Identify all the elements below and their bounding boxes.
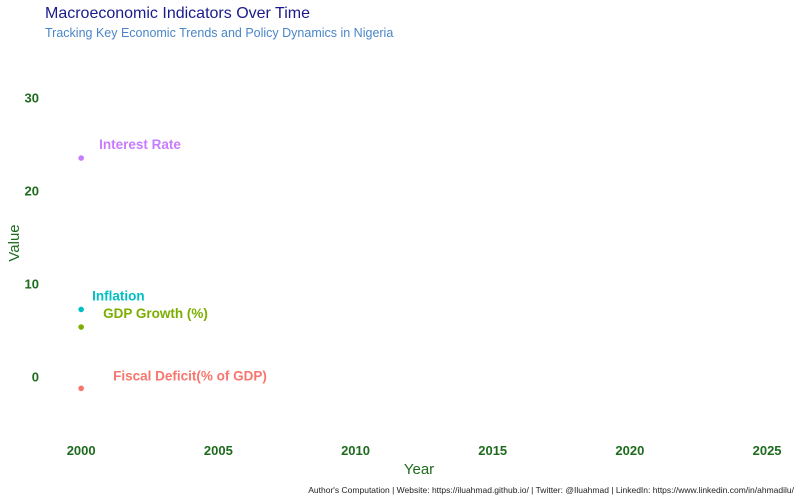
chart-title: Macroeconomic Indicators Over Time	[45, 5, 310, 22]
series-labels: Interest Rate Inflation GDP Growth (%) Fisc…	[92, 137, 267, 383]
x-axis-ticks: 2000 2005 2010 2015 2020 2025	[67, 443, 782, 458]
data-point	[78, 306, 84, 313]
y-tick-label: 30	[25, 91, 39, 106]
x-tick-label: 2015	[478, 443, 507, 458]
chart-subtitle: Tracking Key Economic Trends and Policy …	[45, 26, 394, 40]
data-point	[78, 385, 84, 392]
y-tick-label: 0	[32, 369, 39, 384]
y-tick-label: 10	[25, 276, 39, 291]
y-axis-ticks: 0 10 20 30	[25, 91, 39, 385]
data-point	[78, 324, 84, 330]
series-label: GDP Growth (%)	[103, 306, 208, 321]
data-points	[78, 155, 84, 392]
chart-caption: Author's Computation | Website: https://…	[308, 485, 794, 495]
x-tick-label: 2010	[341, 443, 370, 458]
y-tick-label: 20	[25, 184, 39, 199]
x-axis-title: Year	[404, 461, 434, 478]
x-tick-label: 2005	[204, 443, 233, 458]
x-tick-label: 2025	[753, 443, 782, 458]
series-label: Interest Rate	[99, 137, 181, 152]
series-label: Fiscal Deficit(% of GDP)	[113, 368, 267, 383]
x-tick-label: 2000	[67, 443, 96, 458]
series-label: Inflation	[92, 288, 145, 303]
y-axis-title: Value	[6, 224, 23, 261]
data-point	[78, 155, 84, 161]
x-tick-label: 2020	[615, 443, 644, 458]
